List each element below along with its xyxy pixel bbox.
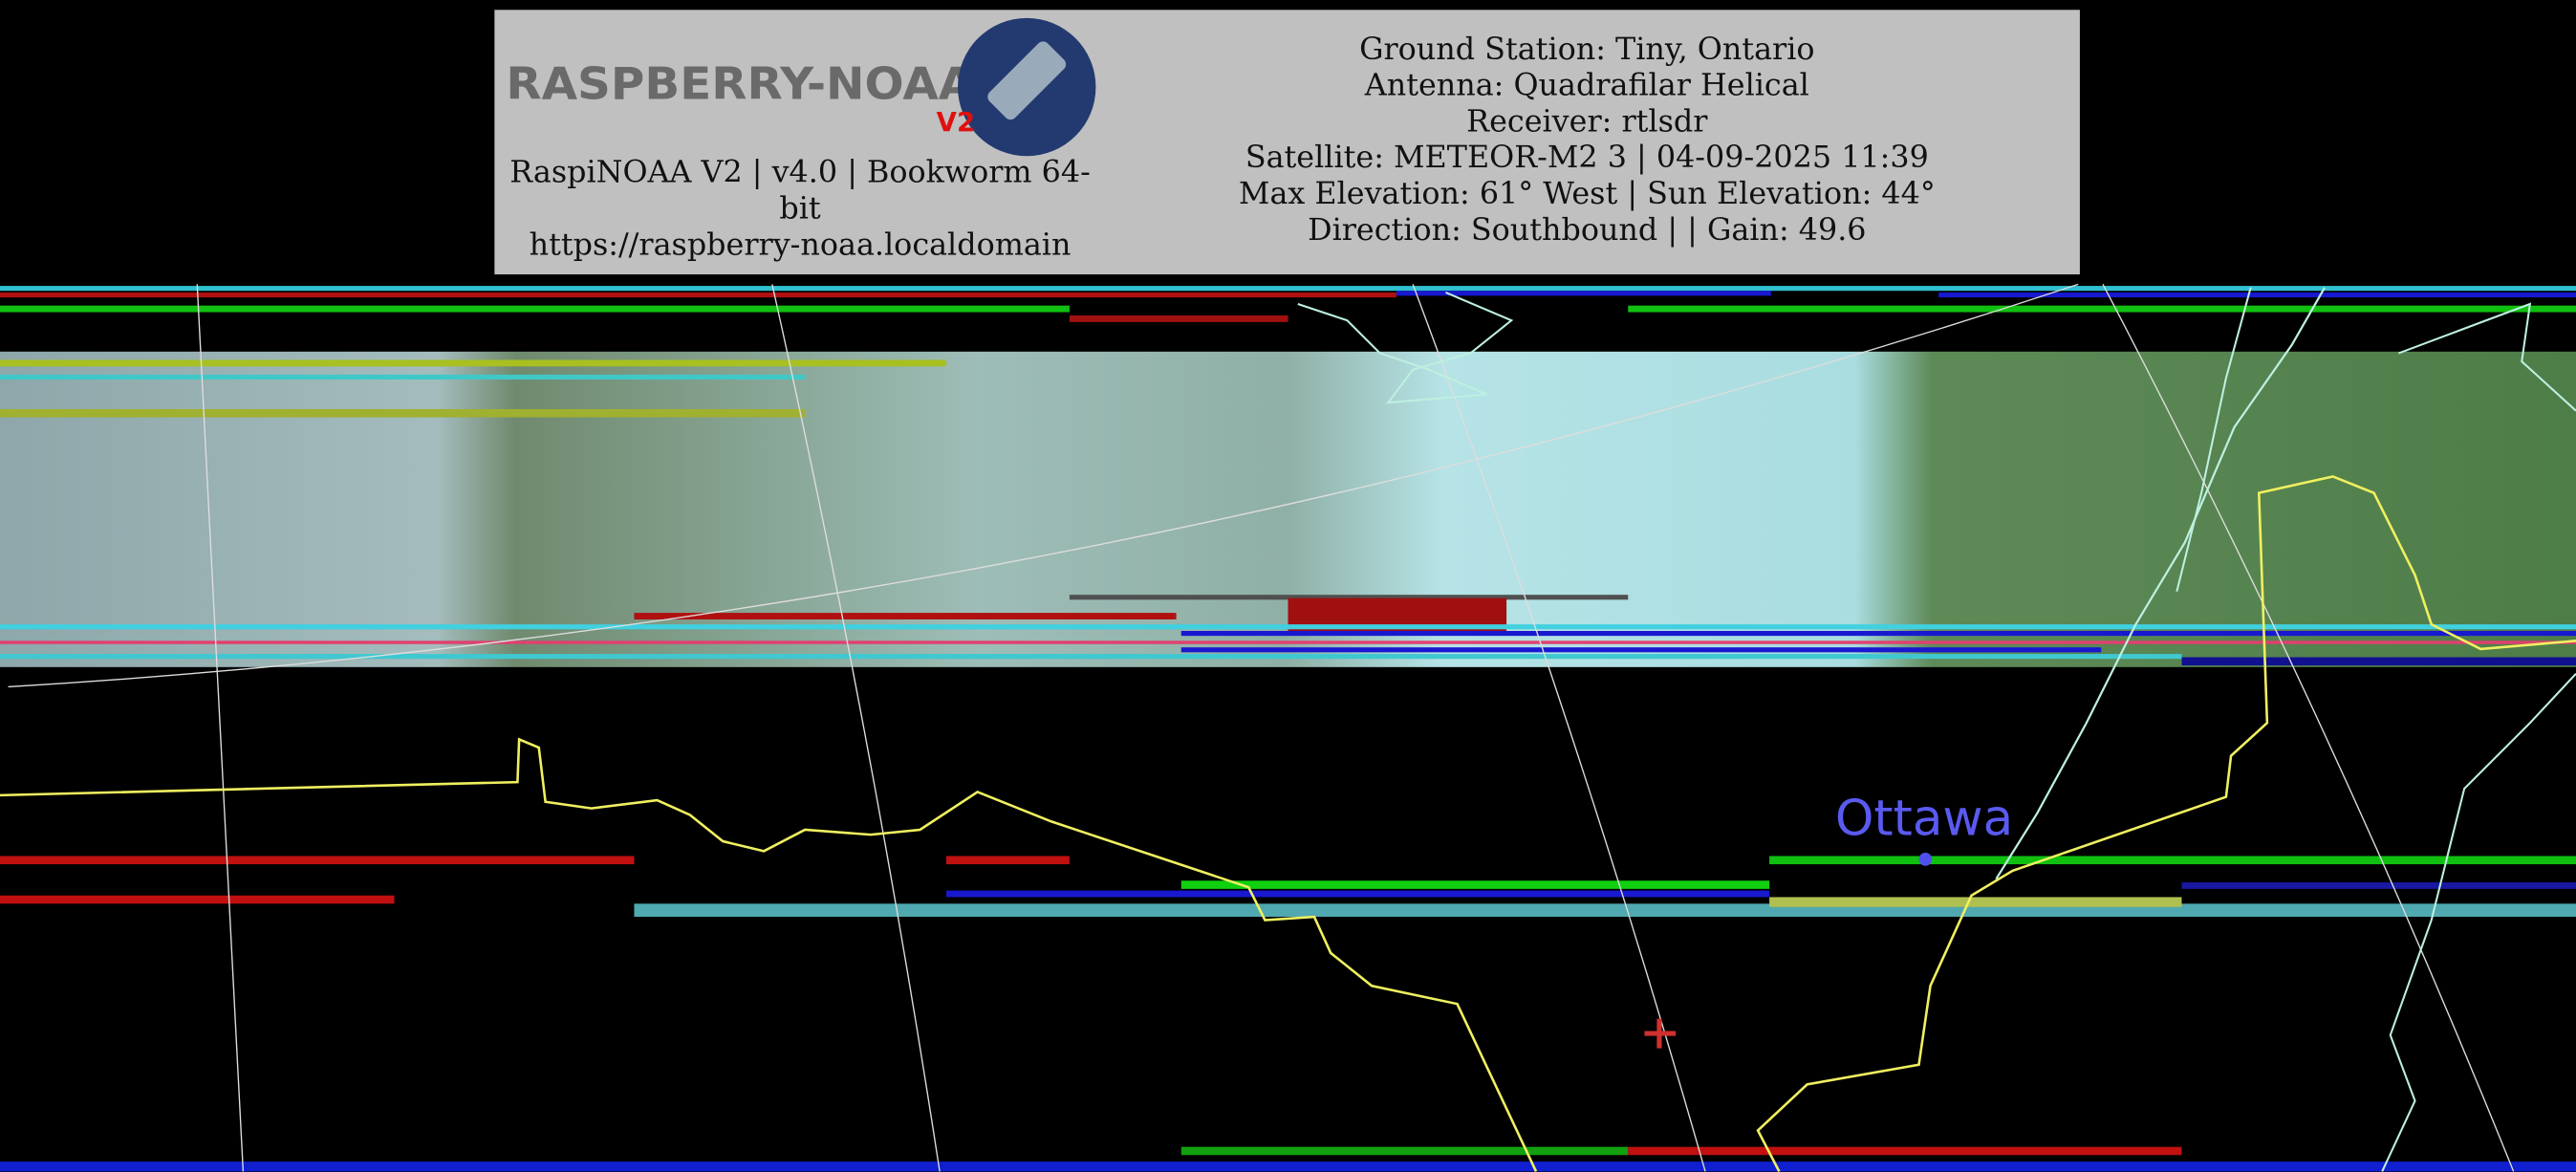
pass-line: Ground Station: Tiny, Ontario: [1359, 32, 1814, 67]
noise-stripe: [634, 613, 1177, 619]
coastline: [1995, 287, 2327, 880]
noise-stripe: [0, 624, 2576, 630]
noise-stripes: [0, 286, 2576, 1172]
city-marker: [1918, 853, 1933, 866]
coastline: [2398, 302, 2576, 412]
noise-stripe: [0, 292, 1396, 298]
noise-stripe: [1938, 292, 2576, 298]
noise-stripe: [0, 856, 635, 865]
noise-stripe: [0, 654, 2182, 660]
noise-stripe: [1180, 1146, 1629, 1156]
noise-stripe: [1180, 631, 2576, 637]
pass-line: Direction: Southbound | | Gain: 49.6: [1308, 212, 1866, 248]
logo-version: V2: [937, 107, 975, 138]
system-line: RaspiNOAA V2 | v4.0 | Bookworm 64-: [509, 155, 1091, 190]
noise-stripe: [1180, 647, 2102, 653]
noise-stripe: [1069, 595, 1629, 600]
noise-stripe: [0, 305, 1070, 313]
city-label: Ottawa: [1835, 790, 2013, 847]
noise-stripe: [1628, 305, 2576, 313]
noise-stripe: [0, 1161, 2576, 1172]
noise-stripe: [1769, 897, 2182, 907]
system-line: bit: [779, 191, 821, 227]
noise-stripe: [0, 286, 2576, 292]
noise-stripe: [2181, 657, 2576, 666]
logo-satellite: [987, 41, 1067, 120]
noise-stripe: [634, 903, 2576, 918]
noise-stripe: [0, 374, 806, 380]
border: [1756, 475, 2576, 1172]
map-overlay: [0, 283, 2576, 1172]
pass-line: Receiver: rtlsdr: [1466, 103, 1708, 139]
pass-line: Max Elevation: 61° West | Sun Elevation:…: [1239, 176, 1936, 211]
noise-stripe: [1396, 291, 1771, 296]
pass-line: Satellite: METEOR-M2 3 | 04-09-2025 11:3…: [1245, 140, 1929, 175]
noise-stripe: [0, 408, 806, 418]
coastline: [2176, 287, 2252, 593]
noise-stripe: [1180, 880, 1770, 889]
noise-stripe: [946, 890, 1770, 898]
noise-stripe: [0, 640, 2576, 644]
logo-text: RASPBERRY-NOAA: [506, 58, 974, 110]
noise-stripe: [0, 895, 395, 904]
noise-stripe: [0, 359, 946, 367]
border: [0, 737, 1538, 1172]
system-line: https://raspberry-noaa.localdomain: [530, 227, 1072, 262]
noise-stripe: [1769, 856, 2576, 865]
coastline: [2381, 672, 2576, 1172]
noise-stripe: [2181, 881, 2576, 889]
coastline: [1297, 291, 1514, 404]
noise-stripe: [1628, 1146, 2182, 1156]
header-panel: [494, 10, 2080, 275]
noise-stripe: [1069, 315, 1288, 322]
station-marker: [1644, 1018, 1677, 1049]
noise-stripe: [946, 856, 1070, 865]
pass-line: Antenna: Quadrafilar Helical: [1364, 68, 1809, 103]
